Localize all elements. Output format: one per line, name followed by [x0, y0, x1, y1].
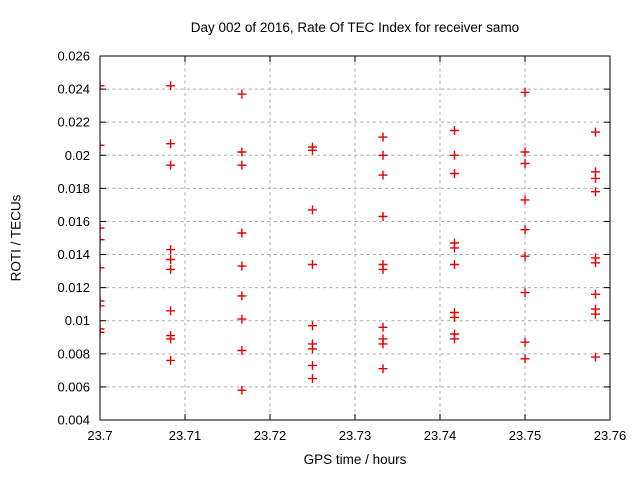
data-point-marker	[308, 344, 317, 354]
y-tick-label: 0.008	[57, 346, 90, 361]
data-point-marker	[591, 187, 600, 197]
y-tick-label: 0.02	[65, 148, 90, 163]
y-tick-label: 0.01	[65, 313, 90, 328]
data-point-marker	[308, 321, 317, 331]
data-point-marker	[378, 150, 388, 160]
data-point-marker	[378, 212, 388, 221]
data-point-marker	[237, 160, 247, 170]
y-tick-label: 0.006	[57, 379, 90, 394]
data-point-marker	[237, 346, 247, 355]
data-point-marker	[237, 314, 247, 324]
data-point-marker	[308, 145, 317, 155]
x-tick-label: 23.72	[254, 428, 287, 443]
data-point-marker	[520, 354, 530, 364]
data-point-marker	[166, 160, 176, 170]
y-tick-label: 0.022	[57, 115, 90, 130]
y-tick-label: 0.004	[57, 413, 90, 428]
data-point-marker	[520, 87, 530, 97]
data-point-marker	[237, 261, 247, 271]
data-point-marker	[520, 251, 530, 261]
data-point-marker	[308, 360, 317, 370]
x-axis-label: GPS time / hours	[303, 452, 407, 467]
data-point-marker	[450, 150, 459, 160]
data-point-marker	[378, 170, 388, 180]
data-point-marker	[308, 205, 317, 215]
y-tick-label: 0.024	[57, 82, 90, 97]
data-point-marker	[166, 306, 176, 316]
data-point-marker	[166, 334, 176, 344]
data-point-marker	[450, 243, 459, 253]
data-point-marker	[166, 255, 176, 264]
data-point-marker	[450, 334, 459, 344]
y-tick-label: 0.016	[57, 214, 90, 229]
x-tick-label: 23.71	[169, 428, 202, 443]
data-point-marker	[378, 339, 388, 349]
data-point-marker	[520, 147, 530, 157]
x-tick-label: 23.76	[594, 428, 627, 443]
y-tick-label: 0.018	[57, 181, 90, 196]
data-point-marker	[520, 288, 530, 298]
data-point-marker	[450, 260, 459, 269]
data-point-marker	[591, 127, 600, 137]
data-point-marker	[237, 89, 247, 99]
x-tick-label: 23.75	[509, 428, 542, 443]
data-point-marker	[378, 322, 388, 332]
y-tick-label: 0.026	[57, 49, 90, 64]
data-point-marker	[308, 260, 317, 269]
data-point-marker	[166, 355, 176, 365]
y-axis-label: ROTI / TECUs	[8, 194, 24, 282]
data-point-marker	[591, 352, 600, 362]
data-point-marker	[166, 139, 176, 149]
data-point-marker	[237, 147, 247, 157]
data-point-marker	[166, 264, 176, 274]
data-point-marker	[237, 291, 247, 301]
x-tick-label: 23.7	[87, 428, 112, 443]
data-point-marker	[237, 228, 247, 238]
y-tick-label: 0.012	[57, 280, 90, 295]
data-point-marker	[520, 337, 530, 347]
data-point-marker	[591, 173, 600, 183]
data-point-marker	[591, 258, 600, 268]
data-point-marker	[166, 81, 176, 91]
data-point-marker	[591, 289, 600, 299]
data-point-marker	[450, 126, 459, 135]
data-point-marker	[166, 245, 176, 255]
data-point-marker	[378, 132, 388, 142]
data-point-marker	[520, 225, 530, 235]
data-point-marker	[520, 195, 530, 205]
chart-title: Day 002 of 2016, Rate Of TEC Index for r…	[190, 20, 520, 35]
data-point-marker	[450, 169, 459, 178]
data-point-marker	[450, 312, 459, 322]
data-point-marker	[520, 159, 530, 168]
data-point-marker	[308, 374, 317, 384]
data-point-marker	[591, 309, 600, 319]
data-point-marker	[378, 364, 388, 374]
x-tick-label: 23.73	[339, 428, 372, 443]
data-series-roti	[99, 81, 600, 395]
y-tick-label: 0.014	[57, 247, 90, 262]
data-point-marker	[237, 385, 247, 395]
x-tick-label: 23.74	[424, 428, 457, 443]
data-point-marker	[378, 264, 388, 274]
